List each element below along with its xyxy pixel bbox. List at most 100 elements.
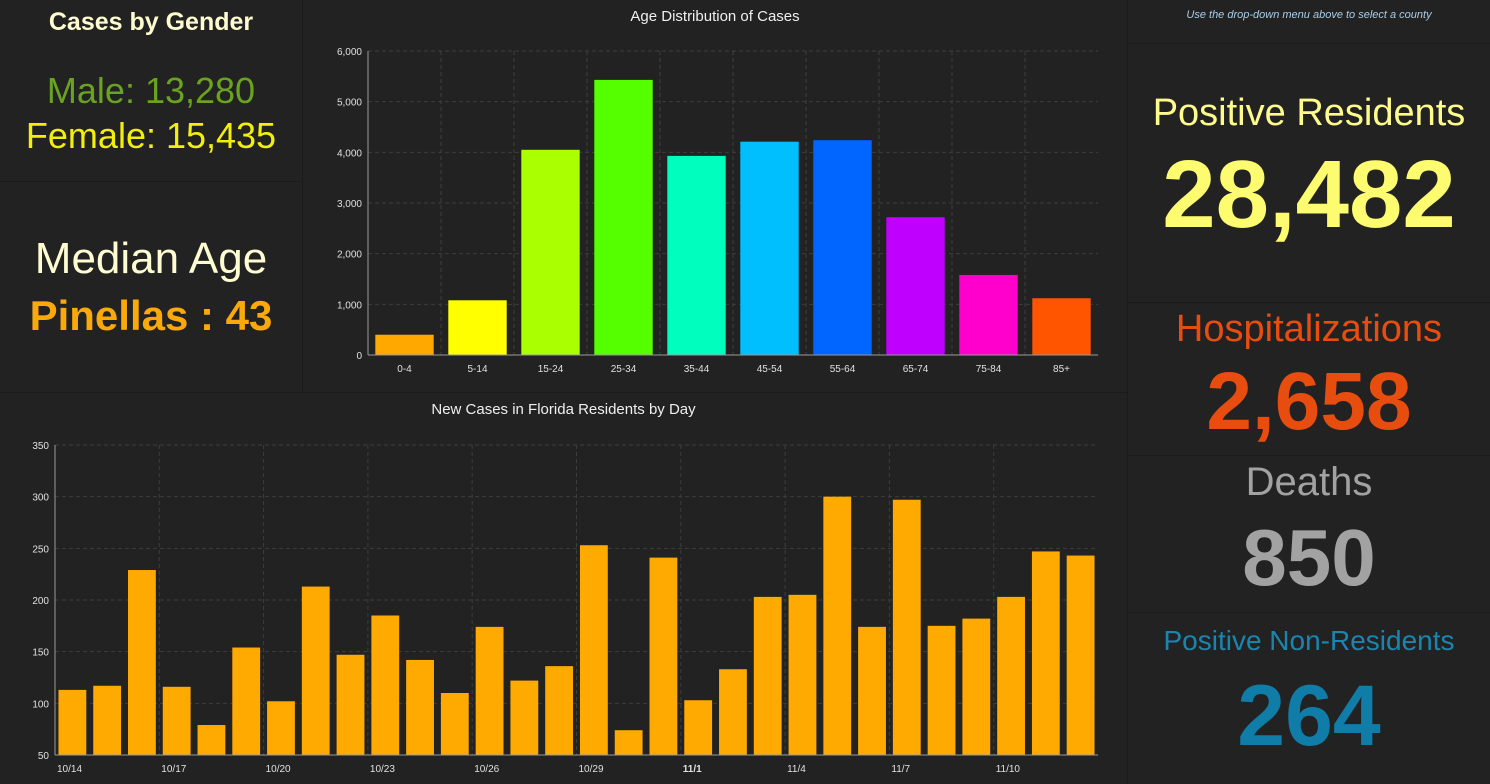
y-tick-label: 5,000 — [337, 98, 362, 109]
non-residents-label: Positive Non-Residents — [1163, 625, 1455, 656]
x-tick-label: 10/29 — [579, 764, 604, 775]
y-tick-label: 2,000 — [337, 250, 362, 261]
x-tick-label: 11/10 — [996, 764, 1021, 775]
bar-10/26 — [475, 626, 504, 755]
x-tick-label: 10/14 — [57, 764, 82, 775]
age-distribution-panel: Age Distribution of Cases 0 1,000 2,000 3,0… — [303, 0, 1127, 392]
bar-75-84 — [959, 274, 1018, 355]
bar-10/27 — [510, 680, 539, 755]
bar-55-64 — [813, 140, 872, 355]
bar-45-54 — [740, 141, 799, 355]
daily-cases-panel: New Cases in Florida Residents by Day 50… — [0, 393, 1127, 784]
hospitalizations-label: Hospitalizations — [1175, 308, 1443, 350]
y-tick-label: 4,000 — [337, 148, 362, 159]
x-tick-label: 25-34 — [611, 364, 637, 375]
hospitalizations-value: 2,658 — [1206, 356, 1412, 447]
daily-cases-chart: 50 100 150 200 250 300 350 10/14 10/17 10/20 10/23… — [32, 441, 1098, 775]
y-tick-label: 0 — [356, 351, 362, 362]
positive-residents-label: Positive Residents — [1152, 92, 1466, 134]
bar-10/20 — [267, 701, 295, 755]
county-note-panel: Use the drop-down menu above to select a… — [1128, 0, 1490, 43]
y-tick-label: 200 — [32, 596, 49, 607]
age-chart-title: Age Distribution of Cases — [630, 8, 800, 25]
bar-11/9 — [962, 618, 991, 755]
female-count: Female: 15,435 — [25, 115, 277, 156]
bar-10/24 — [406, 659, 434, 755]
y-tick-label: 100 — [32, 699, 49, 710]
x-tick-label: 11/4 — [787, 764, 806, 775]
bar-11/2 — [719, 669, 747, 755]
bar-25-34 — [594, 79, 653, 355]
x-tick-label: 5-14 — [467, 364, 487, 375]
x-tick-label: 55-64 — [830, 364, 856, 375]
bar-0-4 — [375, 334, 434, 355]
bar-11/12 — [1066, 555, 1095, 755]
bar-11/6 — [858, 626, 886, 755]
non-residents-value: 264 — [1237, 668, 1381, 764]
positive-residents-value: 28,482 — [1162, 141, 1456, 248]
bar-10/18 — [197, 725, 226, 755]
y-tick-label: 150 — [32, 648, 49, 659]
bar-10/14 — [58, 689, 87, 755]
deaths-label: Deaths — [1245, 460, 1373, 504]
bar-11/11 — [1031, 551, 1060, 755]
x-tick-label: 15-24 — [538, 364, 564, 375]
median-age-panel: Median Age Pinellas : 43 — [0, 182, 302, 392]
median-age-value: Pinellas : 43 — [29, 292, 273, 339]
bar-10/29 — [579, 545, 608, 755]
y-tick-label: 350 — [32, 441, 49, 452]
bar-35-44 — [667, 155, 726, 355]
x-tick-label: 85+ — [1053, 364, 1070, 375]
bar-11/8 — [927, 625, 956, 755]
bar-10/21 — [301, 586, 330, 755]
deaths-value: 850 — [1242, 513, 1376, 602]
x-tick-label: 45-54 — [757, 364, 783, 375]
deaths-panel: Deaths 850 — [1128, 456, 1490, 612]
y-tick-label: 6,000 — [337, 47, 362, 58]
age-distribution-chart: 0 1,000 2,000 3,000 4,000 5,000 6,000 0-4 5-14 15… — [337, 47, 1098, 375]
bar-10/22 — [336, 654, 365, 755]
gender-title: Cases by Gender — [48, 8, 254, 36]
bar-11/7 — [892, 499, 921, 755]
bar-5-14 — [448, 300, 507, 355]
bar-11/10 — [997, 596, 1025, 755]
bar-10/30 — [614, 730, 643, 755]
y-tick-label: 1,000 — [337, 300, 362, 311]
x-tick-label: 10/20 — [266, 764, 291, 775]
bar-11/3 — [753, 596, 782, 755]
bar-65-74 — [886, 217, 945, 355]
x-tick-label: 11/7 — [891, 764, 910, 775]
non-residents-panel: Positive Non-Residents 264 — [1128, 613, 1490, 784]
bar-10/25 — [440, 693, 469, 755]
bar-11/1 — [684, 700, 713, 755]
bar-10/28 — [545, 666, 574, 755]
bar-10/16 — [128, 570, 156, 755]
x-tick-label: 10/17 — [161, 764, 186, 775]
x-tick-label: 35-44 — [684, 364, 710, 375]
x-tick-label: 0-4 — [397, 364, 412, 375]
gender-panel: Cases by Gender Male: 13,280 Female: 15,… — [0, 0, 302, 181]
bar-11/5 — [823, 496, 852, 755]
hospitalizations-panel: Hospitalizations 2,658 — [1128, 303, 1490, 455]
daily-chart-title: New Cases in Florida Residents by Day — [431, 401, 696, 418]
x-tick-label: 65-74 — [903, 364, 929, 375]
y-tick-label: 50 — [38, 751, 50, 762]
median-age-label: Median Age — [34, 234, 268, 283]
positive-residents-panel: Positive Residents 28,482 — [1128, 44, 1490, 302]
x-tick-label: 75-84 — [976, 364, 1002, 375]
male-count: Male: 13,280 — [46, 70, 256, 111]
y-tick-label: 250 — [32, 544, 49, 555]
bar-85+ — [1032, 298, 1091, 355]
bar-10/23 — [371, 615, 400, 755]
y-tick-label: 3,000 — [337, 199, 362, 210]
bar-10/31 — [649, 557, 678, 755]
x-tick-label: 10/26 — [474, 764, 499, 775]
bar-15-24 — [521, 149, 580, 355]
bar-10/17 — [162, 686, 191, 755]
bar-10/19 — [232, 647, 261, 755]
x-tick-label: 11/1 — [683, 764, 702, 775]
x-tick-label: 10/23 — [370, 764, 395, 775]
bar-11/4 — [788, 594, 817, 755]
bar-10/15 — [93, 685, 122, 755]
county-select-hint: Use the drop-down menu above to select a… — [1186, 9, 1432, 21]
